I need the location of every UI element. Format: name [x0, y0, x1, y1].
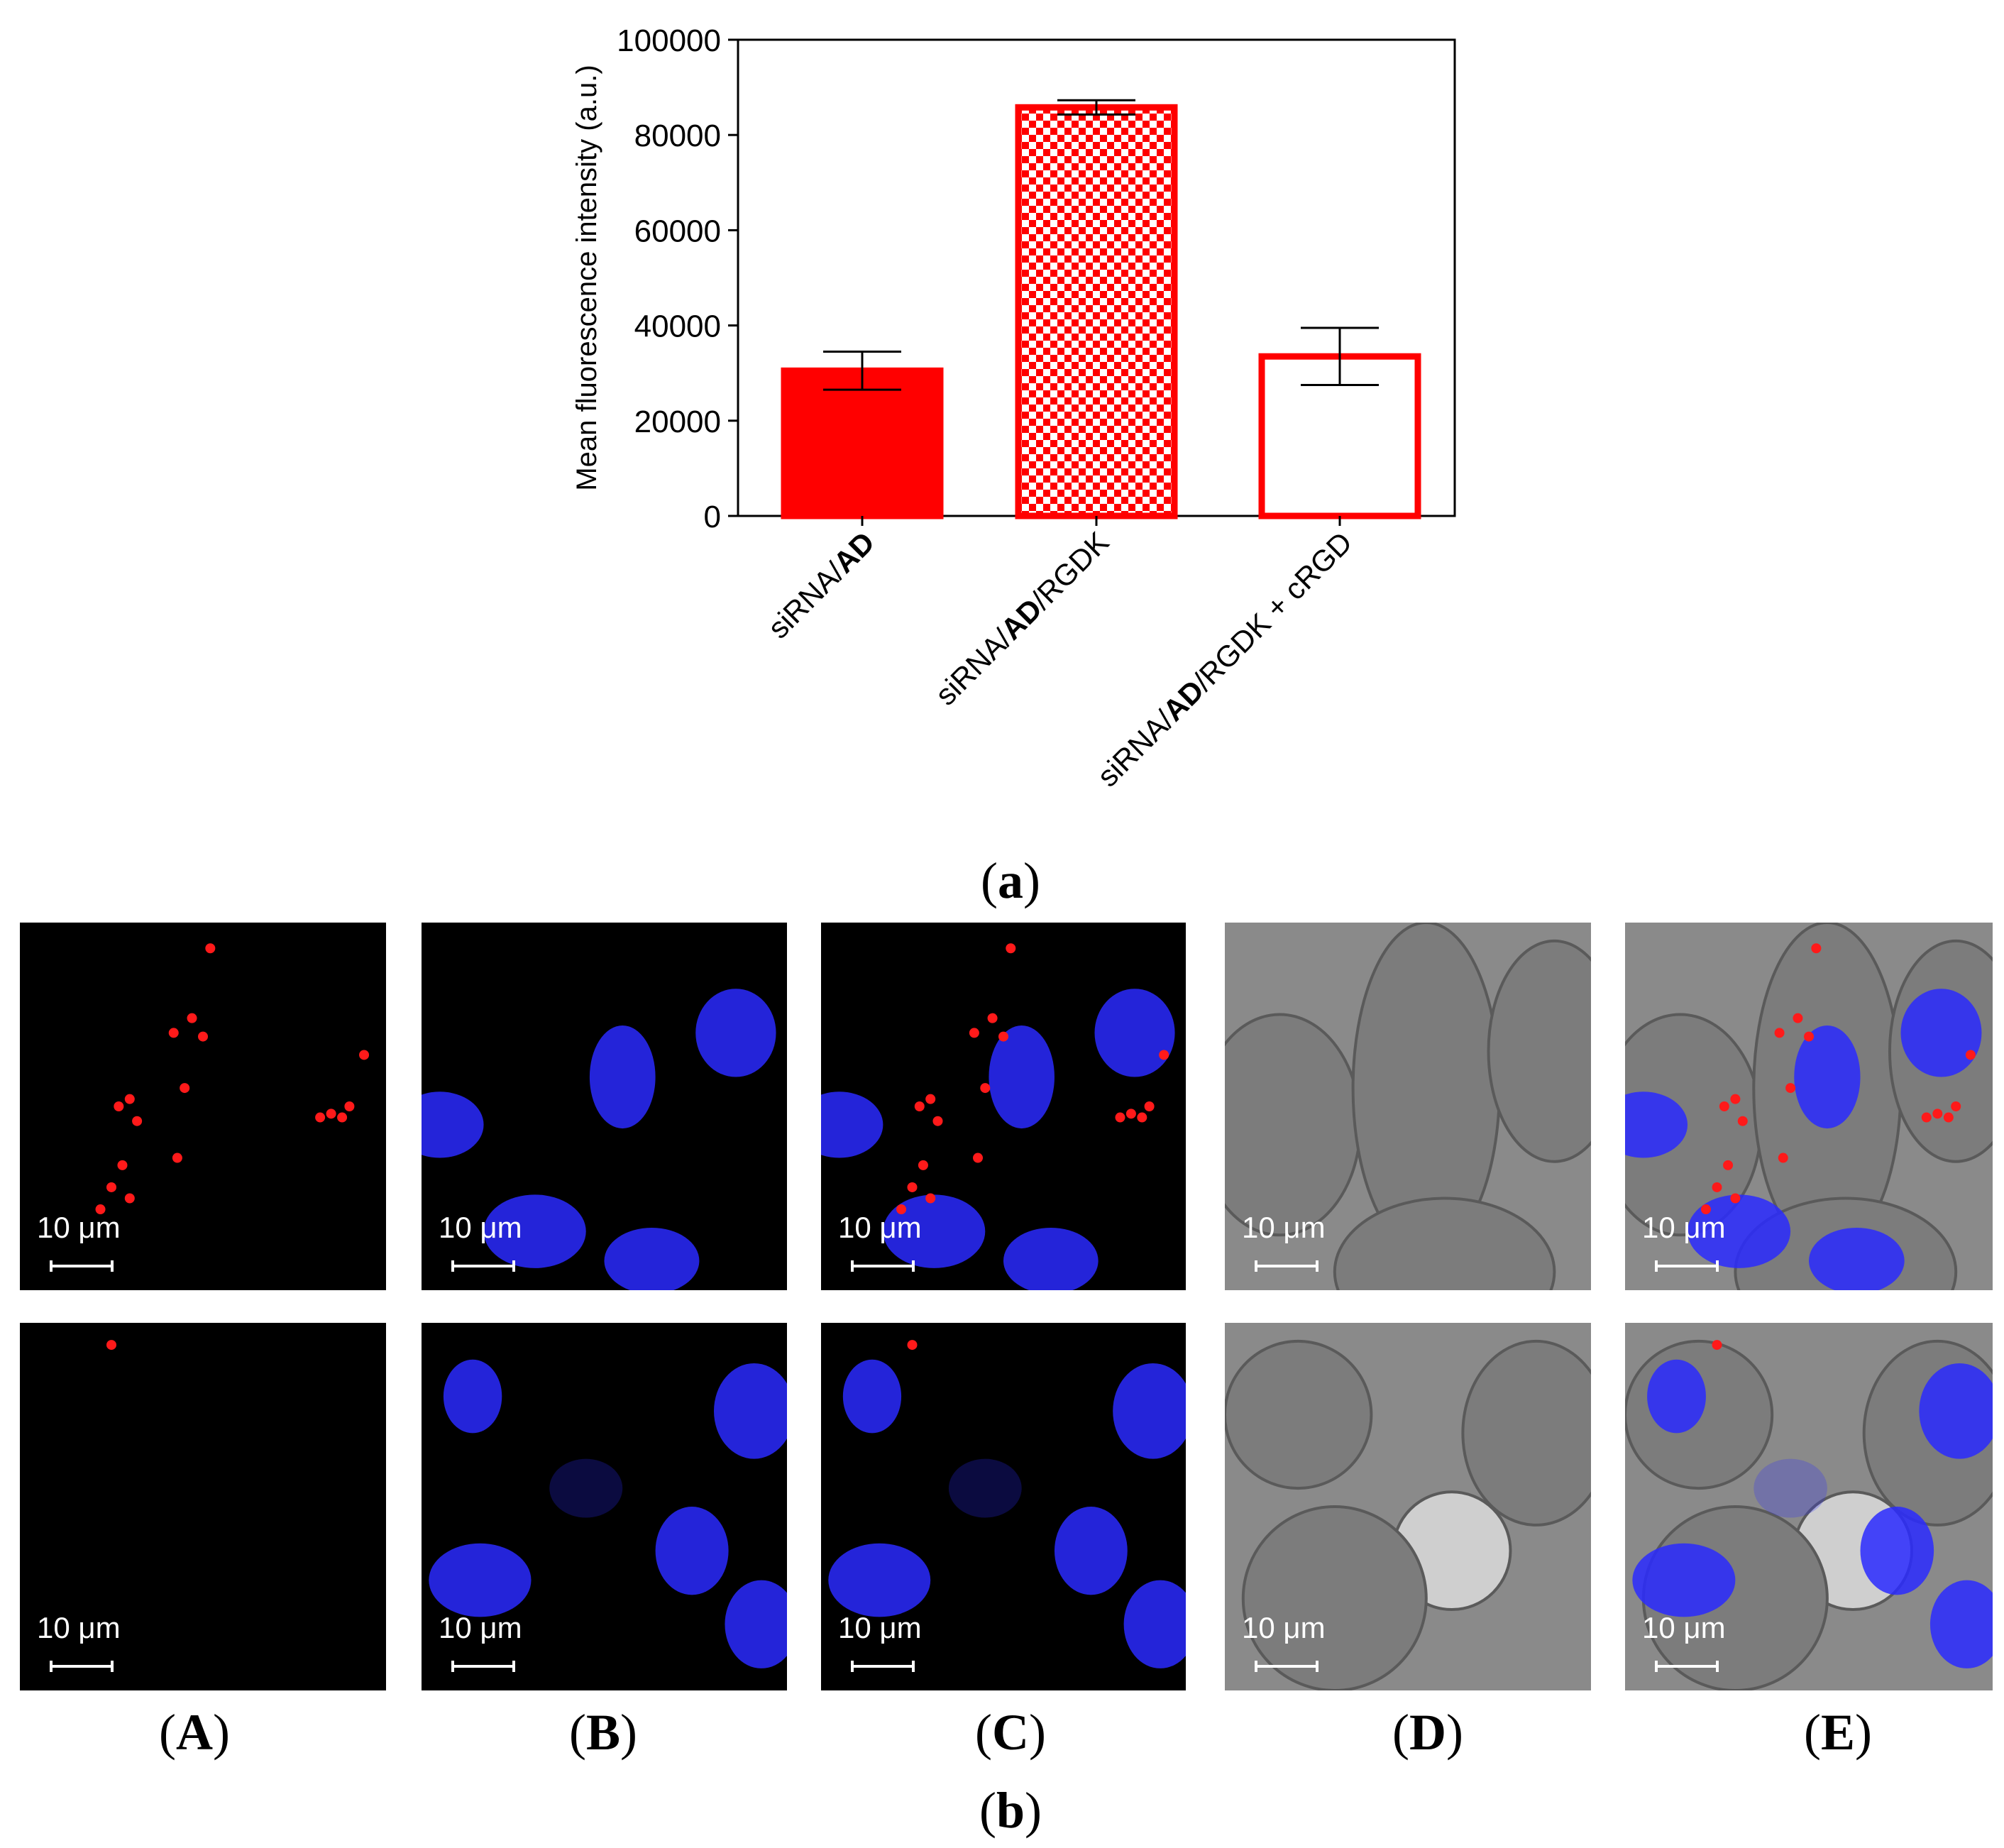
scale-bar-label: 10 μm: [838, 1211, 922, 1244]
micrograph-image: [106, 1340, 116, 1351]
caption-panel-c: (C): [975, 1704, 1046, 1761]
scale-bar: [851, 1260, 915, 1272]
micrograph: 10 μm: [422, 1323, 787, 1690]
micrograph: 10 μm: [20, 1323, 386, 1690]
scale-bar-label: 10 μm: [37, 1211, 121, 1244]
y-axis-label: Mean fluorescence intensity (a.u.): [571, 65, 602, 490]
scale-bar: [451, 1260, 515, 1272]
y-tick-label: 100000: [617, 23, 721, 58]
y-tick-label: 40000: [634, 309, 721, 344]
scale-bar-label: 10 μm: [37, 1611, 121, 1644]
micrograph-image: [1625, 923, 1993, 1290]
micrograph-image: [95, 943, 370, 1215]
caption-part-a: (a): [981, 852, 1040, 909]
micrograph: 10 μm: [821, 1323, 1186, 1690]
micrograph-image: [429, 1359, 787, 1668]
y-tick-label: 20000: [634, 405, 721, 439]
caption-panel-b: (B): [569, 1704, 637, 1761]
scale-bar-label: 10 μm: [1642, 1211, 1726, 1244]
scale-bar-label: 10 μm: [1642, 1611, 1726, 1644]
caption-panel-a: (A): [159, 1704, 230, 1761]
scale-bar-label: 10 μm: [439, 1211, 522, 1244]
bar-chart: 0 20000 40000 60000 80000 100000 Mean fluoresc…: [571, 23, 1456, 793]
micrograph: 10 μm: [1225, 1323, 1591, 1690]
micrograph-image: [1625, 1339, 1993, 1690]
scale-bar-label: 10 μm: [439, 1611, 522, 1644]
scale-bar-label: 10 μm: [1242, 1611, 1326, 1644]
scale-bar-label: 10 μm: [838, 1611, 922, 1644]
micrograph-image: [422, 989, 776, 1290]
scale-bar: [50, 1260, 114, 1272]
micrograph: 10 μm: [1625, 923, 1993, 1290]
y-tick-label: 0: [704, 500, 721, 534]
micrograph-image: [1225, 1339, 1591, 1690]
chart-plot-area: 0 20000 40000 60000 80000 100000 Mean fluoresc…: [571, 23, 1456, 793]
scale-bar: [1255, 1661, 1318, 1672]
micrograph-image: [821, 943, 1175, 1290]
caption-part-b: (b): [979, 1782, 1042, 1839]
scale-bar: [851, 1661, 915, 1672]
scale-bar: [1655, 1260, 1719, 1272]
scale-bar: [50, 1661, 114, 1672]
bar: [781, 367, 944, 519]
caption-panel-e: (E): [1804, 1704, 1872, 1761]
scale-bar-label: 10 μm: [1242, 1211, 1326, 1244]
micrograph: 10 μm: [1225, 923, 1591, 1290]
micrograph: 10 μm: [821, 923, 1186, 1290]
scale-bar: [1255, 1260, 1318, 1272]
y-tick-label: 60000: [634, 214, 721, 248]
x-tick-label: siRNA/AD/RGDK: [929, 525, 1116, 712]
micrograph: 10 μm: [422, 923, 787, 1290]
y-tick-label: 80000: [634, 119, 721, 153]
micrograph: 10 μm: [20, 923, 386, 1290]
micrograph-image: [828, 1340, 1186, 1668]
scale-bar: [451, 1661, 515, 1672]
micrograph: 10 μm: [1625, 1323, 1993, 1690]
x-tick-label: siRNA/AD: [761, 525, 881, 645]
caption-panel-d: (D): [1392, 1704, 1463, 1761]
micrograph-image: [1225, 923, 1591, 1290]
x-tick-label: siRNA/AD/RGDK + cRGD: [1091, 525, 1358, 793]
scale-bar: [1655, 1661, 1719, 1672]
bar: [1015, 104, 1178, 519]
